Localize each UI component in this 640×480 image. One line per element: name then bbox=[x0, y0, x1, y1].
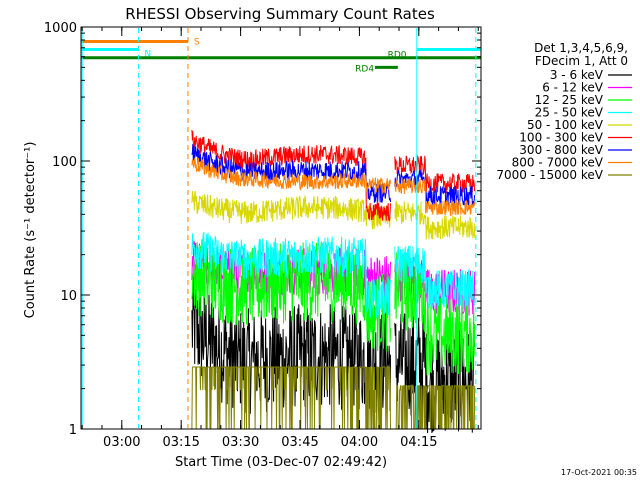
legend-entry: 12 - 25 keV bbox=[535, 93, 604, 107]
x-tick-label: 03:00 bbox=[103, 435, 140, 450]
flag-label: S bbox=[194, 37, 200, 47]
legend-header: Det 1,3,4,5,6,9, bbox=[534, 41, 628, 55]
legend-entry: 50 - 100 keV bbox=[527, 118, 604, 132]
flag-label: RD0 bbox=[388, 51, 407, 61]
chart-title: RHESSI Observing Summary Count Rates bbox=[125, 5, 435, 23]
x-tick-label: 04:00 bbox=[341, 435, 378, 450]
x-tick-label: 03:45 bbox=[281, 435, 318, 450]
x-tick-label: 04:15 bbox=[400, 435, 437, 450]
x-tick-label: 03:30 bbox=[222, 435, 259, 450]
legend-entry: 800 - 7000 keV bbox=[512, 156, 604, 170]
flag-label: N bbox=[144, 49, 151, 59]
footer-timestamp: 17-Oct-2021 00:35 bbox=[561, 468, 637, 477]
legend-entry: 300 - 800 keV bbox=[519, 143, 603, 157]
series-line-25to50keV bbox=[191, 231, 476, 319]
plot-data bbox=[191, 129, 476, 434]
series-line-50to100keV bbox=[191, 190, 476, 240]
legend-header: FDecim 1, Att 0 bbox=[535, 54, 628, 68]
y-tick-label: 1000 bbox=[44, 21, 77, 36]
y-tick-label: 100 bbox=[52, 155, 77, 170]
legend-entry: 3 - 6 keV bbox=[550, 68, 604, 82]
y-axis-label: Count Rate (s⁻¹ detector⁻¹) bbox=[23, 142, 38, 319]
legend-entry: 7000 - 15000 keV bbox=[496, 168, 603, 182]
vertical-markers bbox=[81, 28, 477, 428]
flag-label: RD4 bbox=[355, 64, 374, 74]
x-axis: 03:00 03:15 03:30 03:45 04:00 04:15 bbox=[81, 27, 479, 450]
x-tick-label: 03:15 bbox=[162, 435, 199, 450]
legend: Det 1,3,4,5,6,9,FDecim 1, Att 03 - 6 keV… bbox=[496, 41, 632, 182]
series-line-800to7000keV bbox=[191, 157, 476, 217]
y-tick-label: 10 bbox=[60, 289, 77, 304]
y-axis: 1 10 100 1000 bbox=[44, 21, 481, 438]
legend-entry: 25 - 50 keV bbox=[535, 106, 604, 120]
legend-entry: 6 - 12 keV bbox=[542, 81, 604, 95]
legend-entry: 100 - 300 keV bbox=[519, 131, 603, 145]
x-axis-label: Start Time (03-Dec-07 02:49:42) bbox=[175, 455, 387, 470]
flag-bars: S N RD0 RD4 bbox=[81, 37, 481, 74]
y-tick-label: 1 bbox=[69, 423, 77, 438]
plot-frame bbox=[80, 26, 482, 430]
